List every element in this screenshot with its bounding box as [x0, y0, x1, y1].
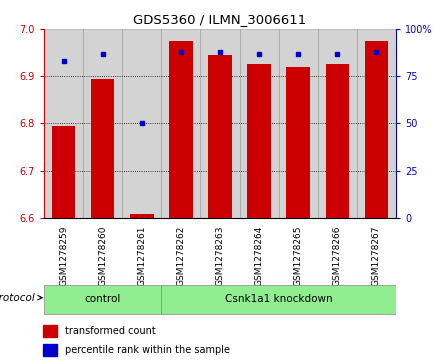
Text: control: control: [84, 294, 121, 304]
Title: GDS5360 / ILMN_3006611: GDS5360 / ILMN_3006611: [133, 13, 307, 26]
Bar: [318, 29, 357, 218]
Bar: [201, 29, 239, 218]
Bar: [44, 29, 83, 218]
Bar: [122, 29, 161, 218]
Bar: [130, 214, 154, 218]
Bar: [52, 126, 75, 218]
Bar: [365, 41, 388, 218]
Bar: [247, 65, 271, 218]
Bar: [169, 41, 193, 218]
Bar: [286, 67, 310, 218]
Bar: [161, 29, 201, 218]
Bar: [91, 79, 114, 218]
Bar: [239, 29, 279, 218]
Bar: [357, 29, 396, 218]
Bar: [161, 285, 396, 314]
Bar: [83, 29, 122, 218]
Bar: [326, 65, 349, 218]
Text: percentile rank within the sample: percentile rank within the sample: [65, 345, 230, 355]
Bar: [44, 285, 161, 314]
Bar: [208, 55, 232, 218]
Bar: [43, 344, 57, 356]
Text: Csnk1a1 knockdown: Csnk1a1 knockdown: [225, 294, 333, 304]
Bar: [43, 325, 57, 337]
Bar: [279, 29, 318, 218]
Text: protocol: protocol: [0, 293, 35, 303]
Text: transformed count: transformed count: [65, 326, 155, 337]
